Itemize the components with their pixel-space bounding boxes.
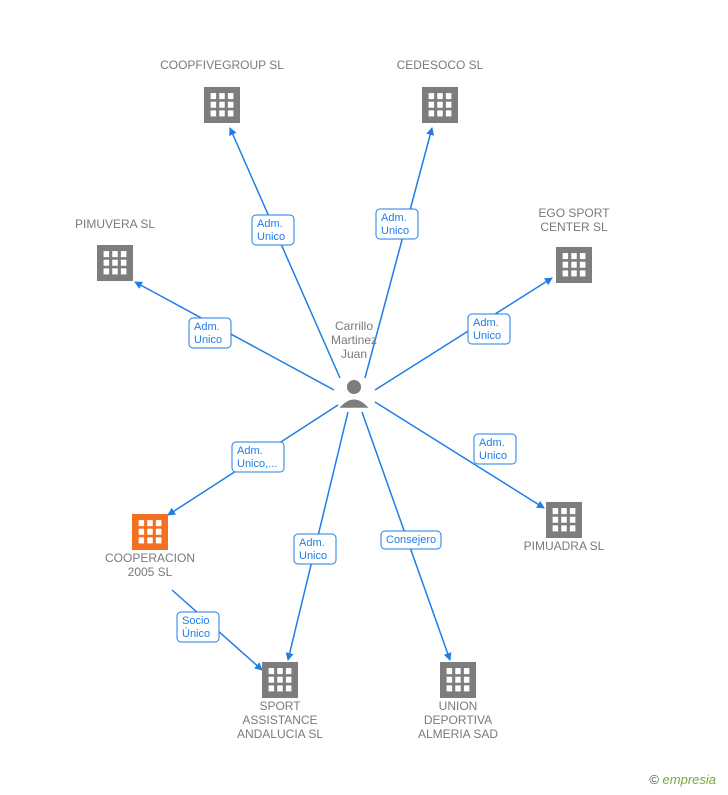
edge-label-text: Unico,... bbox=[237, 458, 277, 470]
edge-label: Adm.Unico bbox=[468, 314, 510, 344]
company-label: CENTER SL bbox=[540, 220, 608, 234]
edge-label-text: Unico bbox=[257, 231, 285, 243]
edge-label-text: Adm. bbox=[257, 218, 283, 230]
building-icon bbox=[422, 87, 458, 123]
edge-label-text: Adm. bbox=[479, 437, 505, 449]
edge-label: Adm.Unico bbox=[294, 534, 336, 564]
edge-label-text: Adm. bbox=[237, 445, 263, 457]
building-icon bbox=[132, 514, 168, 550]
edge-label-text: Consejero bbox=[386, 534, 436, 546]
edge-label-text: Único bbox=[182, 627, 210, 640]
edge-center-egosport bbox=[375, 278, 552, 390]
person-icon bbox=[340, 380, 369, 408]
company-node-coop2005[interactable]: COOPERACION2005 SL bbox=[105, 514, 195, 579]
company-label: 2005 SL bbox=[128, 565, 173, 579]
edge-label-text: Adm. bbox=[473, 317, 499, 329]
company-label: UNION bbox=[439, 699, 478, 713]
edge-label-text: Adm. bbox=[194, 321, 220, 333]
building-icon bbox=[546, 502, 582, 538]
company-node-egosport[interactable]: EGO SPORTCENTER SL bbox=[538, 206, 610, 283]
edge-label: SocioÚnico bbox=[177, 612, 219, 642]
edge-label: Adm.Unico,... bbox=[232, 442, 284, 472]
edge-label-text: Unico bbox=[381, 225, 409, 237]
footer-credit: © empresia bbox=[649, 772, 716, 787]
edge-label-text: Adm. bbox=[381, 212, 407, 224]
company-label: PIMUADRA SL bbox=[524, 539, 605, 553]
company-node-sport[interactable]: SPORTASSISTANCEANDALUCIA SL bbox=[237, 662, 323, 741]
company-node-coopfive[interactable]: COOPFIVEGROUP SL bbox=[160, 58, 284, 123]
center-label: Carrillo bbox=[335, 319, 373, 333]
company-label: CEDESOCO SL bbox=[397, 58, 484, 72]
edge-label: Adm.Unico bbox=[376, 209, 418, 239]
company-node-cedesoco[interactable]: CEDESOCO SL bbox=[397, 58, 484, 123]
edge-label-text: Unico bbox=[473, 330, 501, 342]
center-person-node[interactable]: CarrilloMartinezJuan bbox=[331, 319, 377, 408]
building-icon bbox=[204, 87, 240, 123]
copyright-symbol: © bbox=[649, 772, 659, 787]
edge-center-coopfive bbox=[230, 128, 340, 378]
edge-label: Consejero bbox=[381, 531, 441, 549]
building-icon bbox=[440, 662, 476, 698]
company-node-union[interactable]: UNIONDEPORTIVAALMERIA SAD bbox=[418, 662, 498, 741]
brand-name: empresia bbox=[663, 772, 716, 787]
edge-label: Adm.Unico bbox=[189, 318, 231, 348]
company-node-pimuadra[interactable]: PIMUADRA SL bbox=[524, 502, 605, 553]
edge-label-text: Socio bbox=[182, 615, 210, 627]
company-label: EGO SPORT bbox=[538, 206, 610, 220]
company-label: COOPFIVEGROUP SL bbox=[160, 58, 284, 72]
edge-label-text: Unico bbox=[194, 334, 222, 346]
center-label: Martinez bbox=[331, 333, 377, 347]
company-label: COOPERACION bbox=[105, 551, 195, 565]
edge-center-pimuadra bbox=[375, 402, 544, 508]
edge-label-text: Unico bbox=[299, 550, 327, 562]
company-label: PIMUVERA SL bbox=[75, 217, 155, 231]
network-diagram: Adm.UnicoAdm.UnicoAdm.UnicoAdm.UnicoAdm.… bbox=[0, 0, 728, 795]
edge-label-text: Unico bbox=[479, 450, 507, 462]
edge-label: Adm.Unico bbox=[474, 434, 516, 464]
building-icon bbox=[97, 245, 133, 281]
company-label: SPORT bbox=[259, 699, 301, 713]
company-label: ASSISTANCE bbox=[242, 713, 317, 727]
company-label: ALMERIA SAD bbox=[418, 727, 498, 741]
building-icon bbox=[556, 247, 592, 283]
building-icon bbox=[262, 662, 298, 698]
edge-label: Adm.Unico bbox=[252, 215, 294, 245]
company-label: DEPORTIVA bbox=[424, 713, 492, 727]
company-node-pimuvera[interactable]: PIMUVERA SL bbox=[75, 217, 155, 281]
company-label: ANDALUCIA SL bbox=[237, 727, 323, 741]
edge-label-text: Adm. bbox=[299, 537, 325, 549]
center-label: Juan bbox=[341, 347, 367, 361]
